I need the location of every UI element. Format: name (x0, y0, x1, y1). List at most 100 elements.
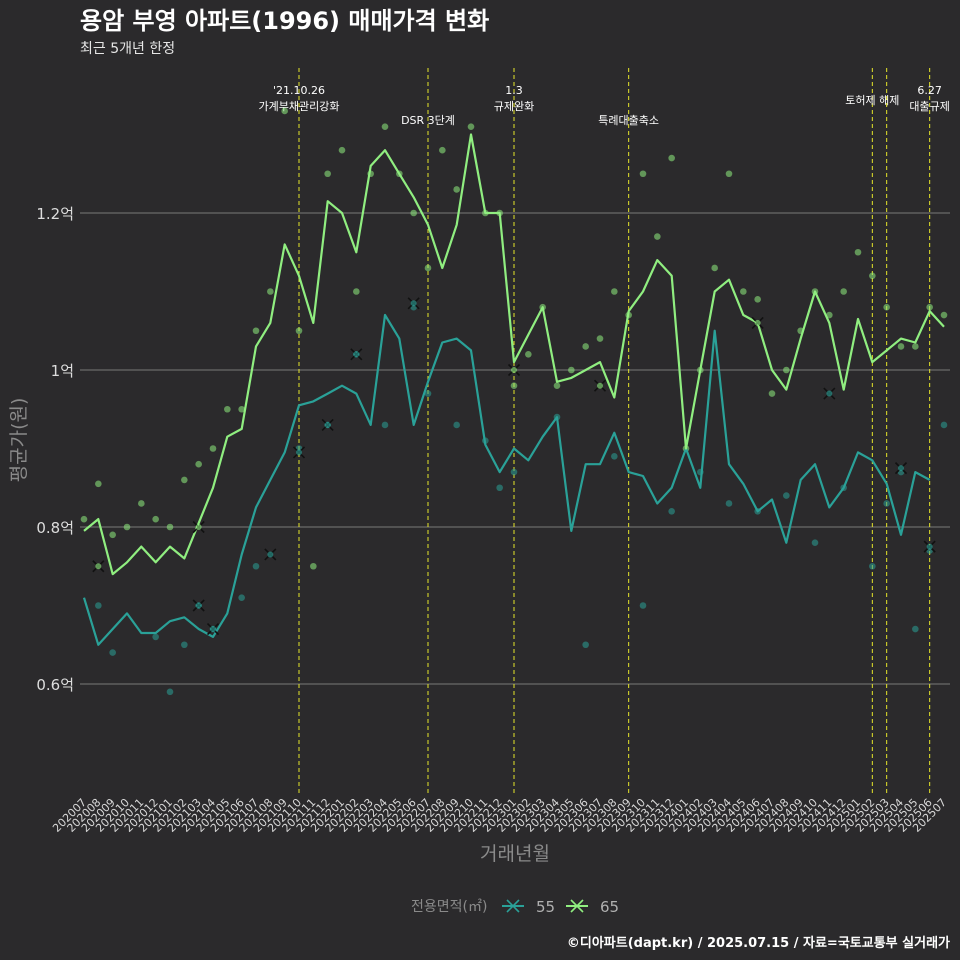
data-point (596, 335, 604, 342)
data-point (123, 523, 131, 531)
data-point (754, 296, 761, 303)
data-point (711, 264, 718, 272)
data-point (639, 170, 647, 178)
data-point (252, 562, 260, 570)
scatter-points (80, 107, 948, 696)
data-point (80, 515, 88, 523)
series-line-55 (82, 313, 931, 646)
annotation-label: 가계부채관리강화 (259, 100, 340, 113)
data-point (611, 288, 618, 295)
data-point (353, 288, 360, 295)
special-point (597, 382, 603, 389)
special-x-marker (192, 599, 205, 612)
series-lines (82, 133, 945, 646)
legend-item-55: 55 (502, 898, 555, 916)
data-point (166, 688, 174, 696)
data-point (525, 351, 532, 358)
special-x-marker (507, 363, 521, 377)
data-point (510, 468, 518, 476)
legend-label: 55 (536, 898, 555, 916)
chart-title: 용암 부영 아파트(1996) 매매가격 변화 (80, 7, 489, 35)
special-point (267, 551, 274, 558)
data-point (926, 303, 933, 311)
special-point (95, 563, 102, 570)
legend-label: 65 (600, 898, 619, 916)
special-x-marker (192, 520, 205, 534)
data-point (238, 405, 245, 413)
special-x-marker (92, 560, 105, 573)
special-point (195, 602, 202, 609)
data-point (467, 123, 475, 130)
special-point (324, 421, 331, 428)
annotation-label: 대출규제 (909, 100, 949, 113)
annotation-label: 1.3 (505, 84, 523, 97)
data-point (338, 146, 346, 154)
special-point (926, 543, 933, 550)
data-point (912, 625, 919, 633)
data-point (324, 170, 331, 178)
data-point (668, 508, 675, 515)
annotation-label: 규제완화 (494, 100, 534, 113)
legend-x (570, 899, 584, 913)
data-point (181, 641, 188, 649)
data-point (381, 123, 389, 130)
annotation-label: DSR 3단계 (401, 114, 455, 127)
caption: ©디아파트(dapt.kr) / 2025.07.15 / 자료=국토교통부 실… (567, 935, 950, 951)
data-point (424, 390, 432, 397)
special-x-marker (292, 446, 306, 459)
data-point (453, 186, 460, 193)
y-tick-label: 1.2억 (36, 205, 74, 223)
chart-subtitle: 최근 5개년 한정 (80, 41, 175, 57)
special-point (210, 626, 216, 633)
special-x-marker (264, 548, 277, 561)
data-point (510, 382, 518, 390)
data-point (267, 288, 274, 295)
data-point (611, 453, 618, 460)
data-point (281, 107, 288, 115)
special-x-marker (923, 540, 936, 553)
special-point (511, 367, 517, 373)
annotation-label: '21.10.26 (273, 84, 325, 97)
legend-item-65: 65 (566, 898, 619, 916)
y-tick-label: 1억 (51, 362, 74, 380)
data-point (424, 264, 432, 272)
special-x-marker (321, 418, 334, 432)
data-point (940, 311, 948, 319)
data-point (453, 421, 460, 429)
special-point (353, 351, 360, 358)
data-point (783, 366, 790, 374)
data-point (897, 343, 905, 350)
data-point (252, 327, 260, 335)
annotation-label: 특례대출축소 (598, 114, 659, 127)
special-x-marker (823, 387, 836, 400)
special-point (826, 390, 833, 397)
x-tick-labels: 2020072020082020092020102020112020122021… (50, 796, 949, 835)
special-x-marker (894, 462, 908, 475)
special-x-marker (407, 297, 420, 310)
data-point (310, 562, 317, 570)
data-point (725, 500, 733, 507)
legend-x (506, 899, 520, 913)
data-point (912, 343, 919, 350)
special-point (195, 524, 202, 530)
data-point (883, 303, 890, 311)
data-point (195, 460, 202, 468)
data-point (496, 484, 503, 492)
data-point (783, 492, 790, 499)
y-tick-labels: 0.6억 0.8억 1억 1.2억 (36, 205, 74, 694)
special-x-marker (350, 348, 363, 361)
special-point (410, 300, 417, 307)
data-point (854, 248, 862, 256)
data-point (439, 146, 446, 154)
data-point (725, 170, 733, 178)
data-point (668, 154, 675, 162)
data-point (654, 233, 661, 240)
data-point (883, 500, 890, 507)
data-point (381, 421, 389, 429)
data-point (138, 500, 145, 507)
data-point (869, 562, 876, 570)
data-point (582, 343, 589, 350)
special-x-marker (593, 379, 607, 392)
